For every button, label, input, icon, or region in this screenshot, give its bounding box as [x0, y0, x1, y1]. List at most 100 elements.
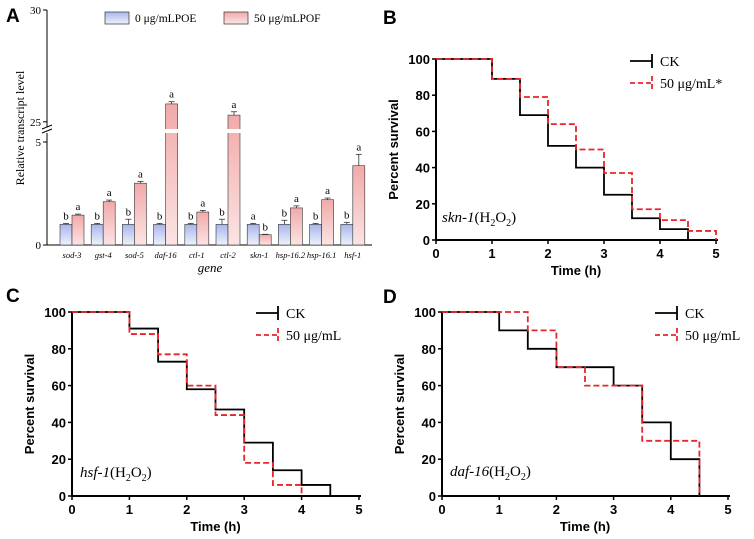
x-tick-label: 2 — [183, 502, 190, 517]
x-tick-label: 1 — [126, 502, 133, 517]
legend-label-ck: CK — [286, 307, 305, 322]
sig-letter: a — [76, 201, 81, 213]
y-tick-label: 80 — [416, 88, 430, 103]
sig-letter: b — [282, 207, 288, 219]
legend-mark-treatment — [630, 76, 653, 90]
panel-letter-a: A — [6, 6, 20, 27]
legend-mark-treatment — [655, 328, 678, 342]
legend-swatch-pof — [223, 11, 249, 25]
survival-curve-ck — [72, 311, 332, 496]
x-tick-label: 0 — [68, 502, 75, 517]
bar-hsp-16.2-1 — [290, 207, 303, 246]
panel-letter-d: D — [383, 287, 397, 308]
x-tick-label: 4 — [298, 502, 306, 517]
x-axis-label: Time (h) — [190, 519, 240, 534]
x-tick-label: ctl-2 — [220, 250, 236, 260]
bar-hsp-16.2-0 — [278, 224, 291, 246]
x-tick-label: hsf-1 — [344, 250, 361, 260]
survival-curve-treatment — [72, 311, 303, 496]
sig-letter: b — [262, 221, 268, 233]
annotation-paren-open: (H — [110, 465, 126, 481]
sig-letter: b — [94, 210, 100, 222]
sig-letter: a — [169, 89, 174, 101]
x-tick-label: 2 — [553, 502, 560, 517]
bar-ctl-1-0 — [184, 224, 198, 246]
bar-ctl-2-1 — [227, 114, 241, 246]
annotation-mid: O — [510, 464, 521, 480]
bar-sod-5-0 — [122, 224, 135, 246]
axis-break-mark — [41, 124, 53, 134]
x-tick-label: 2 — [544, 246, 551, 261]
legend-swatch-poe — [104, 11, 130, 25]
legend-label-pof: 50 μg/mLPOF — [254, 13, 321, 25]
x-tick-label: 1 — [496, 502, 503, 517]
y-axis-label: Percent survival — [392, 354, 407, 454]
legend-label-treatment: 50 μg/mL — [685, 329, 740, 344]
survival-curve-treatment — [436, 58, 717, 240]
y-tick-label: 0 — [429, 489, 436, 504]
legend-label-treatment: 50 μg/mL* — [660, 77, 722, 92]
bar-hsp-16.1-0 — [309, 224, 322, 246]
x-tick-label: ctl-1 — [189, 250, 205, 260]
y-tick-label: 30 — [30, 5, 42, 17]
x-tick-label: 3 — [241, 502, 248, 517]
y-tick-label: 80 — [52, 342, 66, 357]
sig-letter: b — [219, 206, 225, 218]
x-tick-label: 3 — [610, 502, 617, 517]
annotation-gene: daf-16 — [450, 464, 490, 480]
legend-mark-ck — [256, 306, 279, 320]
annotation-gene: hsf-1 — [80, 465, 110, 481]
x-tick-label: sod-3 — [63, 250, 82, 260]
bar-ctl-1-1 — [196, 211, 210, 246]
panel-letter-b: B — [383, 8, 397, 29]
panel-annotation: skn-1(H2O2) — [442, 210, 516, 229]
y-axis-label: Percent survival — [386, 99, 401, 199]
annotation-paren-close: ) — [526, 464, 531, 480]
sig-letter: b — [344, 209, 350, 221]
x-tick-label: 3 — [600, 246, 607, 261]
y-tick-label: 20 — [422, 452, 436, 467]
y-tick-label: 20 — [52, 452, 66, 467]
x-tick-label: 4 — [656, 246, 664, 261]
annotation-mid: O — [131, 465, 142, 481]
y-tick-label: 40 — [52, 415, 66, 430]
sig-letter: b — [63, 210, 69, 222]
y-tick-label: 100 — [44, 305, 66, 320]
bar-sod-3-0 — [59, 224, 73, 246]
bar-daf-16-0 — [153, 224, 166, 246]
panel-c-chart: 0 1 2 3 4 5 0 20 40 60 80 100 Percent survival Time (… — [22, 305, 363, 534]
bar-hsf-1-1 — [352, 165, 366, 246]
bar-gst-4-0 — [90, 224, 104, 246]
y-tick-label: 5 — [36, 137, 42, 149]
legend-mark-treatment — [256, 328, 279, 342]
legend-label-ck: CK — [660, 55, 679, 70]
bar-daf-16-1 — [165, 103, 178, 246]
x-tick-label: 0 — [438, 502, 445, 517]
bar-hsf-1-0 — [340, 224, 354, 246]
x-tick-label: sod-5 — [125, 250, 144, 260]
y-tick-label: 0 — [423, 233, 430, 248]
x-tick-label: 1 — [488, 246, 495, 261]
panel-b-chart: 0 1 2 3 4 5 0 20 40 60 80 100 Percent survival Time (… — [386, 52, 722, 278]
survival-curve-treatment — [442, 311, 701, 496]
x-tick-label: daf-16 — [154, 250, 177, 260]
legend-label-treatment: 50 μg/mL — [286, 329, 341, 344]
sig-letter: b — [188, 210, 194, 222]
sig-letter: a — [138, 169, 143, 181]
annotation-sub1: 2 — [126, 473, 131, 484]
sig-letter: b — [126, 206, 132, 218]
sig-letter: b — [313, 210, 319, 222]
sig-letter: a — [232, 99, 237, 111]
y-axis-label: Relative transcript level — [13, 70, 27, 185]
bar-break-gap — [164, 129, 179, 133]
x-tick-label: 5 — [724, 502, 731, 517]
bar-skn-1-1 — [258, 234, 272, 246]
x-tick-label: hsp-16.2 — [276, 250, 306, 260]
y-tick-label: 25 — [30, 117, 42, 129]
annotation-paren-open: (H — [489, 464, 505, 480]
y-tick-label: 100 — [414, 305, 436, 320]
y-tick-label: 60 — [416, 124, 430, 139]
annotation-sub2: 2 — [521, 472, 526, 483]
